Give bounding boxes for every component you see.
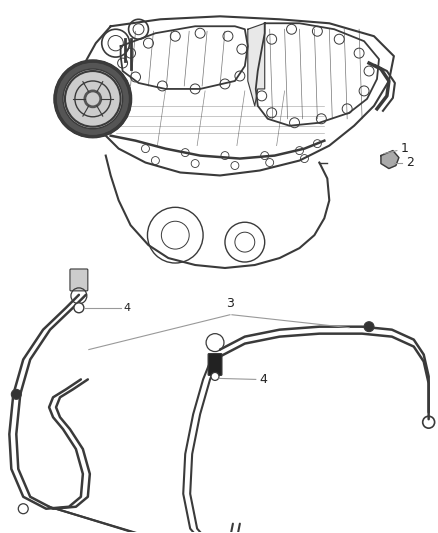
Text: 1: 1: [401, 142, 409, 155]
Circle shape: [74, 303, 84, 313]
FancyBboxPatch shape: [70, 269, 88, 291]
Text: 3: 3: [226, 297, 234, 310]
Text: 2: 2: [406, 156, 413, 169]
Circle shape: [11, 389, 21, 399]
Circle shape: [18, 504, 28, 514]
Text: 4: 4: [260, 373, 268, 386]
Circle shape: [63, 69, 123, 129]
FancyBboxPatch shape: [208, 353, 222, 375]
Text: 4: 4: [124, 303, 131, 313]
Polygon shape: [381, 151, 399, 168]
Circle shape: [364, 322, 374, 332]
Circle shape: [55, 61, 131, 136]
Polygon shape: [248, 23, 265, 106]
Circle shape: [211, 373, 219, 381]
